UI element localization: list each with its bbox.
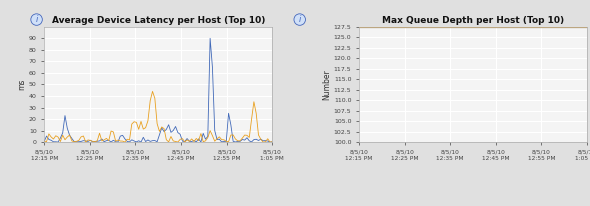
Title: Average Device Latency per Host (Top 10): Average Device Latency per Host (Top 10) (51, 16, 265, 25)
Y-axis label: ms: ms (17, 79, 26, 90)
Y-axis label: Number: Number (322, 69, 331, 100)
Text: i: i (35, 15, 38, 24)
Title: Max Queue Depth per Host (Top 10): Max Queue Depth per Host (Top 10) (382, 16, 564, 25)
Text: i: i (299, 15, 301, 24)
